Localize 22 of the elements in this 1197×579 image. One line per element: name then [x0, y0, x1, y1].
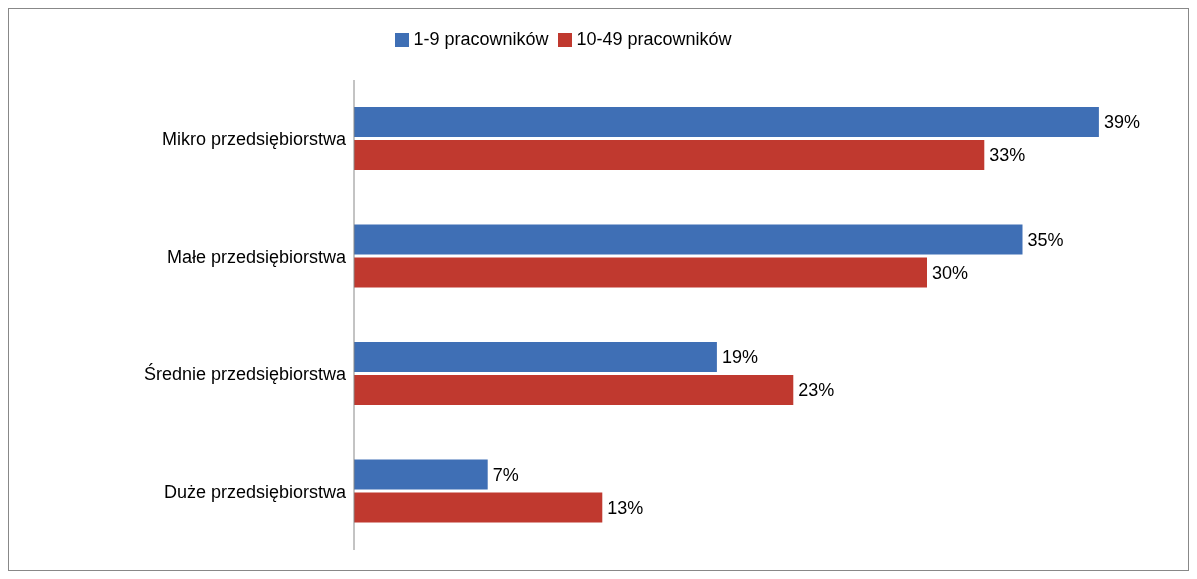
- data-label: 23%: [798, 380, 835, 401]
- data-label: 33%: [989, 145, 1026, 166]
- bar: [354, 492, 603, 523]
- y-tick-label: Duże przedsiębiorstwa: [163, 481, 347, 502]
- bar: [354, 107, 1099, 137]
- data-label: 35%: [1027, 229, 1064, 250]
- data-label: 39%: [1103, 112, 1140, 133]
- bar: [354, 459, 488, 490]
- bar: [354, 224, 1023, 255]
- bar: [354, 375, 794, 405]
- data-label: 13%: [607, 497, 644, 518]
- y-tick-label: Mikro przedsiębiorstwa: [161, 129, 347, 150]
- data-label: 19%: [721, 347, 758, 368]
- bar: [354, 342, 717, 372]
- legend-label: 10-49 pracowników: [576, 29, 732, 49]
- y-tick-label: Średnie przedsiębiorstwa: [143, 363, 347, 385]
- bar: [354, 257, 927, 288]
- data-label: 30%: [932, 262, 969, 283]
- data-label: 7%: [492, 464, 519, 485]
- legend-label: 1-9 pracowników: [413, 29, 549, 49]
- bar: [354, 140, 985, 170]
- y-tick-label: Małe przedsiębiorstwa: [166, 246, 347, 267]
